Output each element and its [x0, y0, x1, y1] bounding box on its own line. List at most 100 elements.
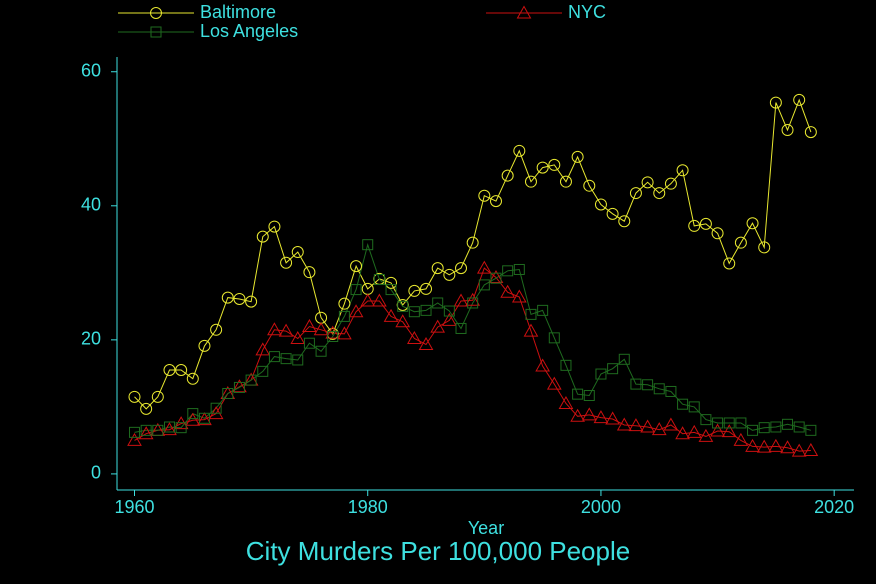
data-point	[455, 262, 468, 275]
y-tick-label: 0	[91, 463, 101, 483]
data-point	[536, 161, 549, 174]
data-point	[618, 353, 630, 365]
data-point	[733, 432, 749, 446]
data-point	[711, 227, 724, 240]
series-line	[134, 98, 812, 410]
data-point	[455, 322, 467, 334]
data-point	[686, 424, 702, 438]
legend-marker	[516, 5, 532, 19]
data-point	[350, 260, 363, 273]
data-point	[699, 217, 712, 230]
data-point	[745, 438, 760, 452]
data-point	[420, 282, 433, 295]
data-point	[630, 378, 642, 390]
data-point	[593, 410, 609, 424]
data-point	[338, 310, 350, 322]
data-point	[385, 284, 397, 296]
x-tick-label: 1960	[114, 497, 154, 517]
data-point	[186, 372, 199, 385]
data-point	[255, 342, 271, 356]
data-point	[221, 291, 234, 304]
data-point	[793, 421, 805, 433]
data-point	[490, 272, 502, 284]
data-point	[500, 284, 516, 298]
data-point	[653, 187, 666, 200]
data-point	[804, 126, 817, 139]
legend-label: Los Angeles	[200, 21, 298, 41]
data-point	[232, 379, 247, 393]
data-point	[502, 265, 514, 277]
data-point	[535, 358, 550, 372]
data-point	[476, 260, 492, 274]
data-point	[257, 365, 269, 377]
data-point	[583, 389, 595, 401]
data-point	[198, 339, 211, 352]
data-point	[280, 256, 293, 269]
series-line	[134, 242, 812, 433]
data-point	[430, 319, 446, 333]
data-point	[501, 169, 514, 182]
data-point	[548, 158, 561, 171]
data-point	[793, 93, 806, 106]
data-point	[572, 388, 584, 400]
data-point	[628, 418, 644, 432]
data-point	[478, 189, 491, 202]
data-point	[292, 354, 304, 366]
data-point	[560, 359, 572, 371]
data-point	[537, 304, 549, 316]
data-point	[267, 322, 282, 336]
data-point	[629, 187, 642, 200]
data-point	[185, 412, 201, 426]
data-point	[197, 412, 212, 426]
data-point	[408, 306, 420, 318]
data-point	[245, 374, 257, 386]
data-point	[618, 215, 631, 228]
data-point	[653, 383, 665, 395]
data-point	[780, 440, 795, 454]
data-point	[524, 175, 537, 188]
data-point	[640, 419, 655, 433]
legend-label: Baltimore	[200, 2, 276, 22]
data-point	[373, 274, 385, 286]
data-point	[478, 279, 490, 291]
data-point	[315, 345, 327, 357]
data-point	[768, 438, 784, 452]
data-point	[465, 292, 481, 306]
legend-marker	[150, 7, 162, 19]
data-point	[303, 337, 315, 349]
data-point	[313, 322, 329, 336]
data-point	[746, 217, 759, 230]
data-point	[758, 241, 771, 254]
data-point	[607, 363, 619, 375]
data-point	[548, 332, 560, 344]
data-point	[360, 293, 376, 307]
data-point	[735, 417, 747, 429]
data-point	[175, 422, 187, 434]
data-point	[605, 411, 620, 425]
series-line	[134, 267, 811, 452]
data-point	[721, 424, 737, 438]
data-point	[210, 402, 222, 414]
data-point	[290, 331, 306, 345]
data-point	[362, 239, 374, 251]
data-point	[302, 318, 317, 332]
data-point	[770, 421, 782, 433]
data-point	[140, 402, 153, 415]
data-point	[372, 293, 387, 307]
data-point	[513, 263, 525, 275]
data-point	[127, 432, 142, 446]
data-point	[291, 246, 304, 259]
x-axis-label: Year	[468, 518, 504, 538]
data-point	[664, 177, 677, 190]
data-point	[791, 443, 807, 457]
data-point	[488, 270, 504, 284]
data-point	[616, 417, 632, 431]
legend-label: NYC	[568, 2, 606, 22]
legend-marker	[150, 26, 162, 38]
data-point	[187, 408, 199, 420]
data-point	[642, 379, 654, 391]
data-point	[781, 124, 794, 137]
data-point	[431, 262, 444, 275]
data-point	[453, 293, 469, 307]
